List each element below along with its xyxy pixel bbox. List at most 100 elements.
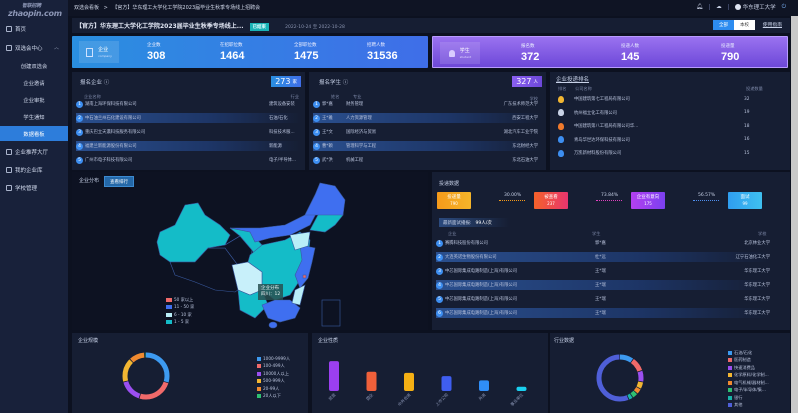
legend-item[interactable]: 电气机械/器材制... bbox=[728, 379, 769, 387]
fair-header: 【官方】华东理工大学化工学院2023届毕业生秋季专场线上... 已结束 2022-… bbox=[72, 18, 790, 33]
sidebar-item[interactable]: 双选会中心 ︿ bbox=[0, 40, 68, 55]
legend-item[interactable]: 500-999人 bbox=[257, 378, 290, 386]
sidebar-item[interactable]: 企业审批 bbox=[0, 92, 68, 107]
bar[interactable] bbox=[404, 372, 414, 391]
bar[interactable] bbox=[441, 376, 452, 391]
guide-link[interactable]: 使用指南 bbox=[762, 23, 782, 28]
sidebar-item[interactable]: 首页 bbox=[0, 21, 68, 36]
legend-item[interactable]: 其他 bbox=[728, 402, 769, 410]
table-row[interactable]: 4 曹*颖 管理科学与工程 东北财经大学 bbox=[313, 141, 542, 151]
legend-item[interactable]: 化学原料/化学制... bbox=[728, 372, 769, 380]
table-row[interactable]: 2 中石油兰州石化建设有限公司 石油/石化 bbox=[76, 113, 301, 123]
company-name: 中石油兰州石化建设有限公司 bbox=[85, 116, 141, 121]
legend-item[interactable]: 20人以下 bbox=[257, 393, 290, 401]
power-icon[interactable]: ⏻ bbox=[781, 3, 786, 10]
table-row[interactable]: 1 郭*嘉 财务管理 广东技术师范大学 bbox=[313, 99, 542, 109]
company-name: 中国建筑第七工程局有限公司 bbox=[574, 97, 630, 102]
sidebar-item[interactable]: 数据看板 bbox=[0, 126, 68, 141]
table-row[interactable]: 3 王*文 国际经济与贸易 湖北汽车工业学院 bbox=[313, 127, 542, 137]
table-row[interactable]: 杭州福立化工有限公司 19 bbox=[552, 108, 786, 118]
legend-item[interactable]: 1000-9999人 bbox=[257, 355, 290, 363]
legend-item[interactable]: 6 - 10 家 bbox=[166, 311, 194, 319]
stat-label: 报名数 bbox=[521, 44, 535, 49]
logo: 智联招聘 zhaopin.com bbox=[8, 3, 62, 18]
table-row[interactable]: 5 广州市电子科技有限公司 电子/半导体... bbox=[76, 155, 301, 165]
sidebar-item[interactable]: 企业推荐大厅 bbox=[0, 144, 68, 159]
legend-item[interactable]: 电子/半导体/集... bbox=[728, 387, 769, 395]
legend-item[interactable]: 10000人以上 bbox=[257, 370, 290, 378]
table-row[interactable]: 2 王*雅 人力资源管理 西安工程大学 bbox=[313, 113, 542, 123]
student-label-box: 学生 student bbox=[440, 42, 480, 64]
bar[interactable] bbox=[366, 371, 377, 391]
student-name: 郭*嘉 bbox=[595, 241, 606, 246]
fair-icon bbox=[6, 44, 12, 51]
sidebar-item[interactable]: 学校管理 bbox=[0, 180, 68, 195]
table-row[interactable]: 4 中芯国际集成电路制造(上海)有限公司 王*瑞 华东理工大学 bbox=[436, 280, 770, 290]
student-name: 王*瑞 bbox=[595, 269, 606, 274]
delivery-count: 16 bbox=[744, 137, 750, 142]
bar[interactable] bbox=[516, 386, 527, 391]
info-icon[interactable]: ⓘ bbox=[342, 80, 349, 86]
table-row[interactable]: 中国建筑第八工程局有限公司华... 18 bbox=[552, 121, 786, 131]
sidebar-item[interactable]: 学生通知 bbox=[0, 109, 68, 124]
table-row[interactable]: 青岛华世达环保科技有限公司 16 bbox=[552, 135, 786, 145]
table-row[interactable]: 3 中芯国际集成电路制造(上海)有限公司 王*瑞 华东理工大学 bbox=[436, 266, 770, 276]
toggle-own-school[interactable]: 本校 bbox=[734, 20, 755, 30]
toggle-all[interactable]: 全部 bbox=[713, 20, 734, 30]
table-row[interactable]: 2 大连英诺生物股份有限公司 杜*远 辽宁石油化工大学 bbox=[436, 252, 770, 262]
sidebar-item[interactable]: 我的企业库 bbox=[0, 162, 68, 177]
legend-item[interactable]: 1 - 5 家 bbox=[166, 319, 194, 327]
panel-title: 报名学生 bbox=[319, 80, 342, 86]
user-menu[interactable]: 华东理工大学 bbox=[734, 3, 776, 11]
donut-slice[interactable] bbox=[596, 354, 644, 402]
legend-item[interactable]: 50 家以上 bbox=[166, 296, 194, 304]
legend-item[interactable]: 医药制造 bbox=[728, 357, 769, 365]
region-hainan bbox=[268, 321, 278, 329]
company-name: 大连英诺生物股份有限公司 bbox=[445, 255, 497, 260]
stat-value: 1475 bbox=[294, 50, 319, 62]
table-row[interactable]: 6 中芯国际集成电路制造(上海)有限公司 王*瑞 华东理工大学 bbox=[436, 308, 770, 318]
top-bar: 双选会看板 > 【官方】华东理工大学化工学院2023届毕业生秋季专场线上招聘会 … bbox=[68, 0, 798, 16]
sidebar-item-label: 首页 bbox=[15, 26, 27, 33]
china-map[interactable] bbox=[72, 172, 428, 330]
rank-number: 5 bbox=[76, 156, 83, 164]
legend-item[interactable]: 快速消费品 bbox=[728, 364, 769, 372]
info-icon[interactable]: ⓘ bbox=[103, 80, 110, 86]
view-ranking-button[interactable]: 查看排行 bbox=[104, 176, 134, 187]
column-header: 专业 bbox=[353, 94, 362, 99]
donut-slice[interactable] bbox=[122, 352, 170, 400]
table-row[interactable]: 1 赛腾科技股份有限公司 郭*嘉 北京林业大学 bbox=[436, 238, 770, 248]
donut-slice[interactable] bbox=[122, 352, 170, 400]
legend-item[interactable]: 石油/石化 bbox=[728, 349, 769, 357]
cloud-icon[interactable]: ☁︎ bbox=[716, 4, 722, 10]
breadcrumb-root[interactable]: 双选会看板 bbox=[74, 5, 100, 11]
table-row[interactable]: 4 福建兰新能源股份有限公司 新能源 bbox=[76, 141, 301, 151]
chevron-up-icon[interactable]: ︿ bbox=[53, 45, 59, 51]
donut-slice[interactable] bbox=[122, 352, 170, 400]
medal-icon bbox=[558, 122, 564, 130]
stat-label: 投递人数 bbox=[621, 44, 639, 49]
avatar-icon bbox=[734, 4, 741, 10]
legend-item[interactable]: 20-99人 bbox=[257, 385, 290, 393]
company-name: 万凯新材料股份有限公司 bbox=[574, 151, 622, 156]
sidebar-item[interactable]: 创建双选会 bbox=[0, 58, 68, 73]
table-row[interactable]: 3 重庆巴立天瀛科技服务有限公司 科技技术服... bbox=[76, 127, 301, 137]
donut-slice[interactable] bbox=[596, 354, 644, 402]
sidebar-item[interactable]: 企业邀请 bbox=[0, 75, 68, 90]
table-row[interactable]: 万凯新材料股份有限公司 15 bbox=[552, 148, 786, 158]
conversion-rate: 73.84% bbox=[601, 193, 619, 198]
legend-item[interactable]: 100-499人 bbox=[257, 363, 290, 371]
legend-item[interactable]: 银行 bbox=[728, 394, 769, 402]
table-row[interactable]: 1 湖南上海环保科技有限公司 建筑设备安装 bbox=[76, 99, 301, 109]
table-row[interactable]: 5 中芯国际集成电路制造(上海)有限公司 王*瑞 华东理工大学 bbox=[436, 294, 770, 304]
bar[interactable] bbox=[479, 380, 489, 391]
scrollbar[interactable] bbox=[791, 16, 798, 413]
major: 财务管理 bbox=[346, 102, 364, 107]
table-row[interactable]: 5 武*洪 机械工程 东北石油大学 bbox=[313, 155, 542, 165]
bar[interactable] bbox=[329, 361, 339, 391]
legend-item[interactable]: 11 - 50 家 bbox=[166, 304, 194, 312]
company-name: 中芯国际集成电路制造(上海)有限公司 bbox=[445, 269, 518, 274]
delivery-count: 19 bbox=[744, 110, 750, 115]
bell-icon[interactable]: 🔔︎ bbox=[696, 4, 704, 10]
table-row[interactable]: 中国建筑第七工程局有限公司 32 bbox=[552, 94, 786, 104]
